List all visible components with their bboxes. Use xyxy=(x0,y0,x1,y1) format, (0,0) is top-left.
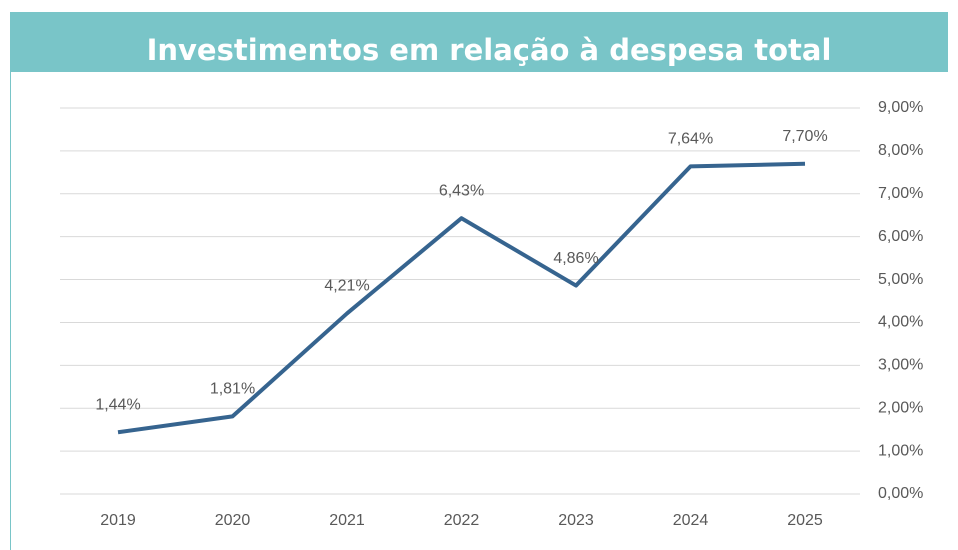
data-label: 6,43% xyxy=(439,182,484,199)
y-tick-label: 8,00% xyxy=(878,142,923,159)
x-tick-label: 2025 xyxy=(787,512,823,529)
x-tick-label: 2019 xyxy=(100,512,136,529)
y-tick-label: 5,00% xyxy=(878,271,923,288)
y-tick-label: 9,00% xyxy=(878,99,923,116)
chart-title: Investimentos em relação à despesa total xyxy=(147,33,832,67)
x-tick-label: 2020 xyxy=(215,512,251,529)
data-label: 1,44% xyxy=(95,396,140,413)
y-tick-label: 0,00% xyxy=(878,485,923,502)
data-label: 7,64% xyxy=(668,131,713,148)
data-label: 4,21% xyxy=(324,278,369,295)
y-tick-label: 1,00% xyxy=(878,442,923,459)
data-label: 7,70% xyxy=(782,128,827,145)
y-tick-label: 6,00% xyxy=(878,228,923,245)
data-line xyxy=(117,161,806,435)
data-label: 1,81% xyxy=(210,381,255,398)
x-tick-label: 2021 xyxy=(329,512,365,529)
data-label: 4,86% xyxy=(553,250,598,267)
x-tick-label: 2023 xyxy=(558,512,594,529)
y-tick-label: 3,00% xyxy=(878,357,923,374)
y-tick-label: 7,00% xyxy=(878,185,923,202)
x-tick-label: 2022 xyxy=(444,512,480,529)
x-tick-label: 2024 xyxy=(673,512,709,529)
y-tick-label: 2,00% xyxy=(878,399,923,416)
y-tick-label: 4,00% xyxy=(878,314,923,331)
header-band xyxy=(10,12,948,72)
